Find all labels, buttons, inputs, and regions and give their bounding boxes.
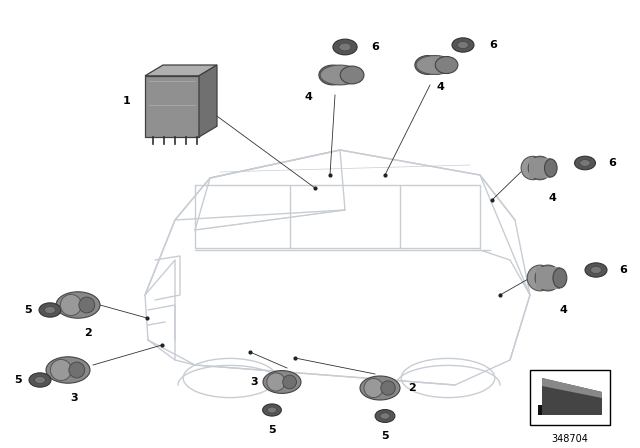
Ellipse shape [527, 265, 553, 291]
Ellipse shape [545, 159, 557, 177]
Text: 348704: 348704 [552, 434, 588, 444]
Ellipse shape [381, 381, 396, 395]
Text: 5: 5 [24, 305, 32, 315]
Text: 2: 2 [408, 383, 416, 393]
Polygon shape [538, 405, 602, 415]
Polygon shape [542, 378, 602, 398]
Ellipse shape [267, 373, 285, 391]
Ellipse shape [375, 409, 395, 422]
Ellipse shape [340, 66, 364, 84]
Text: 6: 6 [608, 158, 616, 168]
Text: 4: 4 [559, 305, 567, 315]
Ellipse shape [283, 375, 296, 389]
Ellipse shape [452, 38, 474, 52]
Ellipse shape [458, 41, 468, 48]
Ellipse shape [553, 268, 567, 288]
Ellipse shape [535, 265, 561, 291]
Ellipse shape [380, 413, 390, 419]
Text: 1: 1 [123, 96, 131, 106]
Text: 5: 5 [381, 431, 389, 441]
Ellipse shape [60, 294, 81, 315]
Text: 6: 6 [371, 42, 379, 52]
Ellipse shape [591, 267, 602, 274]
Polygon shape [536, 267, 560, 289]
Ellipse shape [364, 379, 383, 397]
Ellipse shape [575, 156, 595, 170]
Ellipse shape [416, 56, 454, 74]
Ellipse shape [360, 376, 400, 400]
Text: 4: 4 [304, 92, 312, 102]
Ellipse shape [79, 297, 95, 313]
Text: 6: 6 [489, 40, 497, 50]
Text: 4: 4 [436, 82, 444, 92]
Ellipse shape [339, 43, 351, 51]
Text: 5: 5 [14, 375, 22, 385]
Text: 6: 6 [619, 265, 627, 275]
Polygon shape [542, 378, 602, 415]
Ellipse shape [39, 303, 61, 317]
Polygon shape [529, 158, 551, 178]
Text: 3: 3 [250, 377, 258, 387]
Ellipse shape [263, 370, 301, 393]
Ellipse shape [415, 56, 442, 74]
Text: 2: 2 [84, 328, 92, 338]
Ellipse shape [333, 39, 357, 55]
Ellipse shape [56, 292, 100, 318]
Ellipse shape [580, 159, 590, 166]
Polygon shape [145, 76, 199, 137]
Ellipse shape [69, 362, 84, 378]
Ellipse shape [262, 404, 282, 416]
Ellipse shape [319, 65, 347, 85]
Ellipse shape [29, 373, 51, 387]
Text: 4: 4 [548, 193, 556, 203]
Bar [530, 370, 610, 425]
Ellipse shape [521, 156, 545, 180]
Ellipse shape [51, 359, 72, 380]
Ellipse shape [46, 357, 90, 383]
Ellipse shape [320, 65, 360, 85]
Ellipse shape [585, 263, 607, 277]
Ellipse shape [35, 376, 45, 383]
Polygon shape [199, 65, 217, 137]
Ellipse shape [268, 407, 276, 413]
Ellipse shape [45, 306, 56, 314]
Text: 3: 3 [70, 393, 78, 403]
Text: 5: 5 [268, 425, 276, 435]
Ellipse shape [528, 156, 552, 180]
Ellipse shape [435, 56, 458, 73]
Polygon shape [145, 65, 217, 76]
